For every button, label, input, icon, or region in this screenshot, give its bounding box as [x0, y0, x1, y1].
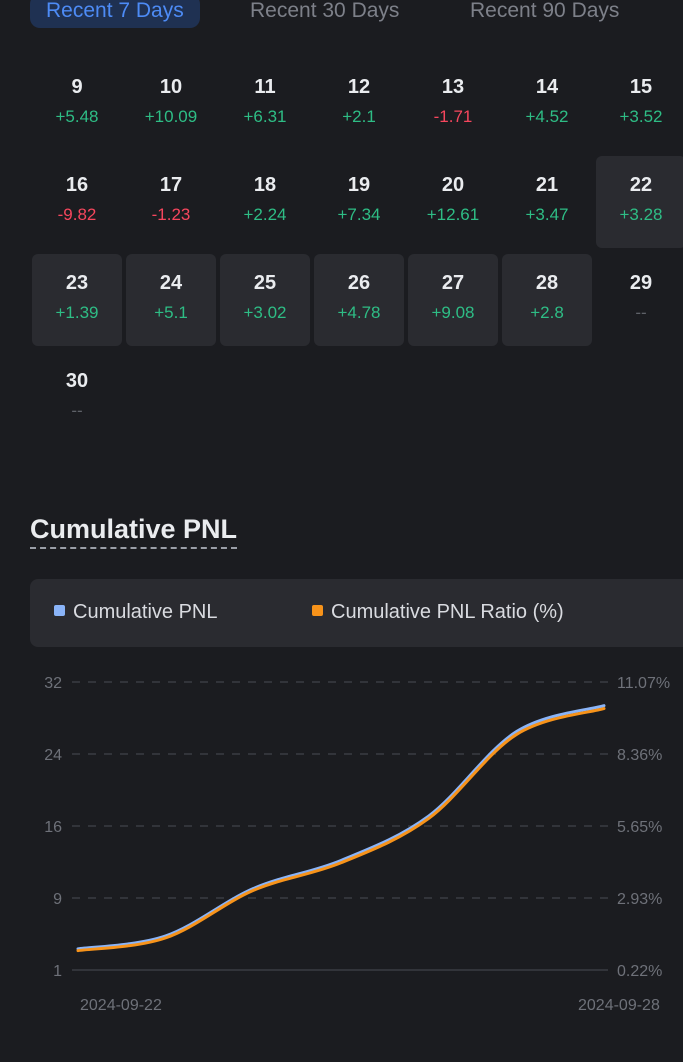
day-pnl: +4.52 — [525, 107, 569, 126]
chart-legend: Cumulative PNL Cumulative PNL Ratio (%) — [30, 579, 683, 647]
day-pnl: +4.78 — [337, 303, 381, 322]
day-pnl: +7.34 — [337, 205, 381, 224]
y-left-tick: 32 — [44, 675, 62, 692]
day-number: 24 — [159, 272, 183, 294]
day-number: 29 — [629, 272, 653, 294]
y-left-tick: 16 — [44, 819, 62, 836]
legend-label-pnl: Cumulative PNL — [73, 601, 218, 623]
day-pnl: +3.52 — [619, 107, 663, 126]
legend-cumulative-pnl-ratio[interactable]: Cumulative PNL Ratio (%) — [312, 601, 564, 624]
day-number: 27 — [441, 272, 465, 294]
day-number: 14 — [535, 76, 559, 98]
day-number: 22 — [629, 174, 653, 196]
day-number: 19 — [347, 174, 371, 196]
cumulative-pnl-title[interactable]: Cumulative PNL — [30, 512, 238, 549]
period-tabs: Recent 7 Days Recent 30 Days Recent 90 D… — [0, 0, 683, 30]
day-pnl: +3.28 — [619, 205, 663, 224]
day-number: 23 — [65, 272, 89, 294]
day-number: 26 — [347, 272, 371, 294]
day-pnl: -- — [71, 401, 83, 420]
legend-swatch-pnl — [54, 605, 65, 616]
calendar-day-25[interactable]: 25 +3.02 — [220, 254, 310, 346]
day-pnl: +2.1 — [342, 107, 376, 126]
series-line-cumulative-pnl-ratio — [76, 707, 606, 953]
day-number: 18 — [253, 174, 277, 196]
calendar-day-14[interactable]: 14 +4.52 — [502, 58, 592, 150]
day-number: 12 — [347, 76, 371, 98]
day-number: 20 — [441, 174, 465, 196]
calendar-day-19[interactable]: 19 +7.34 — [314, 156, 404, 248]
tab-recent-7-days[interactable]: Recent 7 Days — [30, 0, 200, 28]
day-number: 21 — [535, 174, 559, 196]
calendar-day-28[interactable]: 28 +2.8 — [502, 254, 592, 346]
calendar-day-11[interactable]: 11 +6.31 — [220, 58, 310, 150]
x-tick-label: 2024-09-22 — [80, 997, 162, 1014]
y-left-tick: 9 — [53, 891, 62, 908]
calendar-day-13[interactable]: 13 -1.71 — [408, 58, 498, 150]
calendar-day-24[interactable]: 24 +5.1 — [126, 254, 216, 346]
day-number: 25 — [253, 272, 277, 294]
calendar-day-27[interactable]: 27 +9.08 — [408, 254, 498, 346]
day-pnl: +3.47 — [525, 205, 569, 224]
day-pnl: +10.09 — [144, 107, 198, 126]
day-pnl: +12.61 — [426, 205, 480, 224]
day-number: 30 — [65, 370, 89, 392]
series-line-cumulative-pnl — [76, 704, 606, 951]
day-pnl: +5.48 — [55, 107, 99, 126]
day-pnl: -- — [635, 303, 647, 322]
legend-cumulative-pnl[interactable]: Cumulative PNL — [54, 601, 218, 624]
tab-recent-30-days[interactable]: Recent 30 Days — [250, 0, 400, 22]
y-left-tick: 24 — [44, 747, 62, 764]
y-left-tick: 1 — [53, 963, 62, 980]
calendar-day-22[interactable]: 22 +3.28 — [596, 156, 683, 248]
calendar-day-20[interactable]: 20 +12.61 — [408, 156, 498, 248]
day-pnl: +2.24 — [243, 205, 287, 224]
calendar-day-10[interactable]: 10 +10.09 — [126, 58, 216, 150]
day-pnl: +6.31 — [243, 107, 287, 126]
calendar-day-26[interactable]: 26 +4.78 — [314, 254, 404, 346]
calendar-day-9[interactable]: 9 +5.48 — [32, 58, 122, 150]
day-pnl: +2.8 — [530, 303, 564, 322]
x-tick-label: 2024-09-28 — [578, 997, 660, 1014]
day-number: 15 — [629, 76, 653, 98]
calendar-day-29[interactable]: 29 -- — [596, 254, 683, 346]
calendar-day-18[interactable]: 18 +2.24 — [220, 156, 310, 248]
day-number: 17 — [159, 174, 183, 196]
legend-swatch-ratio — [312, 605, 323, 616]
legend-label-ratio: Cumulative PNL Ratio (%) — [331, 601, 564, 623]
y-right-tick: 0.22% — [617, 963, 662, 980]
calendar-day-15[interactable]: 15 +3.52 — [596, 58, 683, 150]
calendar-day-12[interactable]: 12 +2.1 — [314, 58, 404, 150]
day-pnl: +9.08 — [431, 303, 475, 322]
day-number: 11 — [254, 76, 276, 98]
day-number: 13 — [441, 76, 465, 98]
day-number: 10 — [159, 76, 183, 98]
day-pnl: -9.82 — [57, 205, 97, 224]
y-right-tick: 5.65% — [617, 819, 662, 836]
day-pnl: +3.02 — [243, 303, 287, 322]
day-pnl: +1.39 — [55, 303, 99, 322]
y-right-tick: 11.07% — [617, 675, 670, 692]
cumulative-pnl-chart[interactable]: 32 11.07% 24 8.36% 16 5.65% 9 2.93% 1 0.22% 2024-0… — [0, 660, 683, 1030]
day-number: 16 — [65, 174, 89, 196]
y-right-tick: 2.93% — [617, 891, 662, 908]
day-pnl: +5.1 — [154, 303, 188, 322]
calendar-day-23[interactable]: 23 +1.39 — [32, 254, 122, 346]
calendar-day-16[interactable]: 16 -9.82 — [32, 156, 122, 248]
calendar-day-17[interactable]: 17 -1.23 — [126, 156, 216, 248]
tab-recent-90-days[interactable]: Recent 90 Days — [470, 0, 620, 22]
y-right-tick: 8.36% — [617, 747, 662, 764]
day-number: 28 — [535, 272, 559, 294]
calendar-day-21[interactable]: 21 +3.47 — [502, 156, 592, 248]
day-number: 9 — [71, 76, 83, 98]
day-pnl: -1.23 — [151, 205, 191, 224]
calendar-day-30[interactable]: 30 -- — [32, 352, 122, 444]
day-pnl: -1.71 — [433, 107, 473, 126]
